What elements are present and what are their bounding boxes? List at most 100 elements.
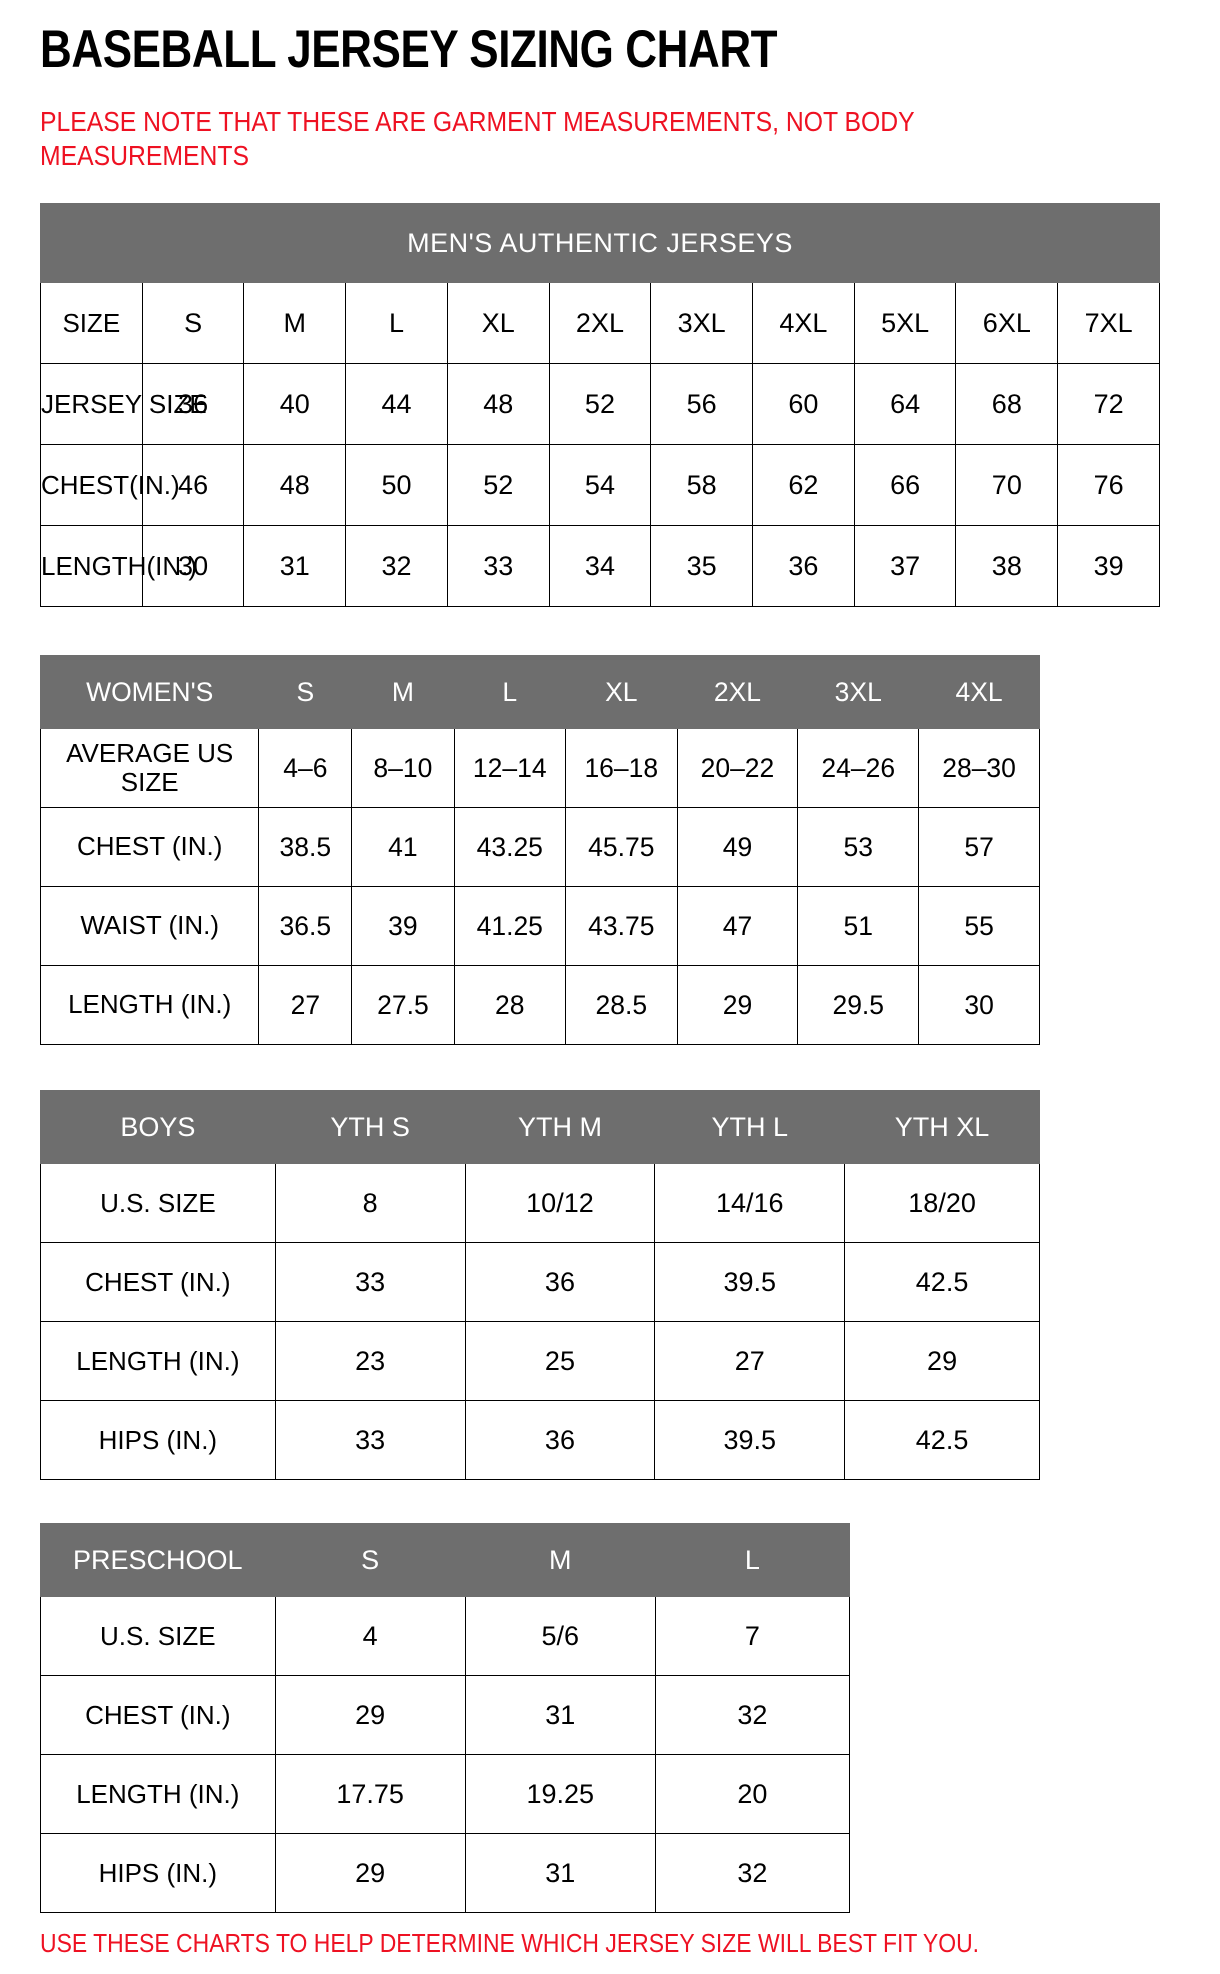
cell: 39.5 <box>654 1400 846 1480</box>
cell: 31 <box>464 1833 656 1913</box>
cell: 16–18 <box>565 728 678 808</box>
cell: 36 <box>752 525 855 607</box>
cell: 76 <box>1057 444 1160 526</box>
table-row: AVERAGE US SIZE 4–6 8–10 12–14 16–18 20–… <box>39 728 1040 808</box>
col-header-yth-xl: YTH XL <box>844 1090 1040 1164</box>
cell: 66 <box>853 444 957 526</box>
col-header-s: S <box>258 655 353 729</box>
col-header-yth-l: YTH L <box>654 1090 846 1164</box>
table-row: LENGTH (IN.) 17.75 19.25 20 <box>40 1754 851 1834</box>
table-header-row: BOYS YTH S YTH M YTH L YTH XL <box>40 1090 1040 1164</box>
table-header-row: WOMEN'S S M L XL 2XL 3XL 4XL <box>39 655 1040 729</box>
cell: 33 <box>274 1242 466 1322</box>
cell: 33 <box>274 1400 466 1480</box>
garment-measurement-note: PLEASE NOTE THAT THESE ARE GARMENT MEASU… <box>40 106 915 172</box>
col-header-s: S <box>274 1523 466 1597</box>
cell: 30 <box>918 965 1040 1045</box>
cell: 42.5 <box>844 1400 1040 1480</box>
cell: 42.5 <box>844 1242 1040 1322</box>
table-row: U.S. SIZE 4 5/6 7 <box>40 1596 851 1676</box>
col-header-m: M <box>464 1523 656 1597</box>
col-header-2xl: 2XL <box>548 282 652 364</box>
table-row: SIZE S M L XL 2XL 3XL 4XL 5XL 6XL 7XL <box>40 282 1160 364</box>
cell: 8–10 <box>351 728 455 808</box>
col-header-2xl: 2XL <box>676 655 799 729</box>
cell: 29 <box>274 1833 466 1913</box>
footer-note: USE THESE CHARTS TO HELP DETERMINE WHICH… <box>40 1930 980 1958</box>
table-row: HIPS (IN.) 33 36 39.5 42.5 <box>40 1400 1040 1480</box>
cell: 41 <box>351 807 455 887</box>
row-label-chest: CHEST (IN.) <box>39 807 260 887</box>
table-row: HIPS (IN.) 29 31 32 <box>40 1833 851 1913</box>
cell: 36 <box>464 1400 656 1480</box>
col-header-yth-m: YTH M <box>464 1090 656 1164</box>
cell: 39 <box>351 886 455 966</box>
cell: 49 <box>676 807 799 887</box>
cell: 51 <box>797 886 920 966</box>
cell: 27 <box>654 1321 846 1401</box>
cell: 8 <box>274 1163 466 1243</box>
cell: 57 <box>918 807 1040 887</box>
cell: 48 <box>243 444 347 526</box>
cell: 32 <box>654 1675 851 1755</box>
cell: 29 <box>676 965 799 1045</box>
cell: 48 <box>446 363 550 445</box>
table-row: CHEST (IN.) 38.5 41 43.25 45.75 49 53 57 <box>39 807 1040 887</box>
cell: 39 <box>1057 525 1160 607</box>
row-label-us-size: U.S. SIZE <box>40 1163 276 1243</box>
cell: 56 <box>650 363 754 445</box>
cell: 36 <box>141 363 245 445</box>
cell: 70 <box>955 444 1059 526</box>
cell: 40 <box>243 363 347 445</box>
cell: 28 <box>453 965 567 1045</box>
cell: 47 <box>676 886 799 966</box>
row-label-jersey-size: JERSEY SIZE <box>40 363 207 445</box>
cell: 20 <box>654 1754 851 1834</box>
col-header-4xl: 4XL <box>918 655 1040 729</box>
cell: 53 <box>797 807 920 887</box>
cell: 58 <box>650 444 754 526</box>
cell: 23 <box>274 1321 466 1401</box>
row-label-us-size: U.S. SIZE <box>40 1596 276 1676</box>
table-row: LENGTH (IN.) 23 25 27 29 <box>40 1321 1040 1401</box>
cell: 36.5 <box>258 886 353 966</box>
row-label-chest: CHEST (IN.) <box>40 1675 276 1755</box>
col-header-xl: XL <box>565 655 678 729</box>
cell: 18/20 <box>844 1163 1040 1243</box>
page-title: BASEBALL JERSEY SIZING CHART <box>40 20 778 79</box>
row-label-length: LENGTH (IN.) <box>40 1754 276 1834</box>
cell: 32 <box>345 525 448 607</box>
corner-label-boys: BOYS <box>40 1090 276 1164</box>
cell: 20–22 <box>676 728 799 808</box>
mens-table-title: MEN'S AUTHENTIC JERSEYS <box>40 203 1160 283</box>
table-banner-row: MEN'S AUTHENTIC JERSEYS <box>40 203 1160 283</box>
cell: 7 <box>654 1596 851 1676</box>
cell: 38.5 <box>258 807 353 887</box>
cell: 39.5 <box>654 1242 846 1322</box>
cell: 32 <box>654 1833 851 1913</box>
cell: 43.75 <box>565 886 678 966</box>
col-header-m: M <box>351 655 455 729</box>
cell: 54 <box>548 444 652 526</box>
row-label-chest: CHEST(IN.) <box>40 444 180 526</box>
cell: 14/16 <box>654 1163 846 1243</box>
cell: 12–14 <box>453 728 567 808</box>
row-label-length: LENGTH (IN.) <box>40 1321 276 1401</box>
womens-sizing-table: WOMEN'S S M L XL 2XL 3XL 4XL AVERAGE US … <box>39 655 1040 1045</box>
col-header-5xl: 5XL <box>853 282 957 364</box>
row-label-waist: WAIST (IN.) <box>39 886 260 966</box>
cell: 28–30 <box>918 728 1040 808</box>
cell: 44 <box>345 363 448 445</box>
cell: 50 <box>345 444 448 526</box>
row-label-hips: HIPS (IN.) <box>40 1400 276 1480</box>
table-row: U.S. SIZE 8 10/12 14/16 18/20 <box>40 1163 1040 1243</box>
table-row: WAIST (IN.) 36.5 39 41.25 43.75 47 51 55 <box>39 886 1040 966</box>
table-row: JERSEY SIZE 36 40 44 48 52 56 60 64 68 7… <box>40 363 1160 445</box>
cell: 45.75 <box>565 807 678 887</box>
cell: 64 <box>853 363 957 445</box>
cell: 60 <box>752 363 855 445</box>
col-header-yth-s: YTH S <box>274 1090 466 1164</box>
cell: 41.25 <box>453 886 567 966</box>
cell: 31 <box>464 1675 656 1755</box>
